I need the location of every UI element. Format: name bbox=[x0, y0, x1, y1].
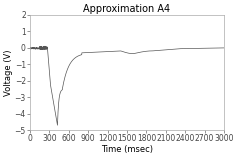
X-axis label: Time (msec): Time (msec) bbox=[101, 145, 153, 154]
Y-axis label: Voltage (V): Voltage (V) bbox=[4, 49, 13, 96]
Title: Approximation A4: Approximation A4 bbox=[84, 4, 171, 14]
